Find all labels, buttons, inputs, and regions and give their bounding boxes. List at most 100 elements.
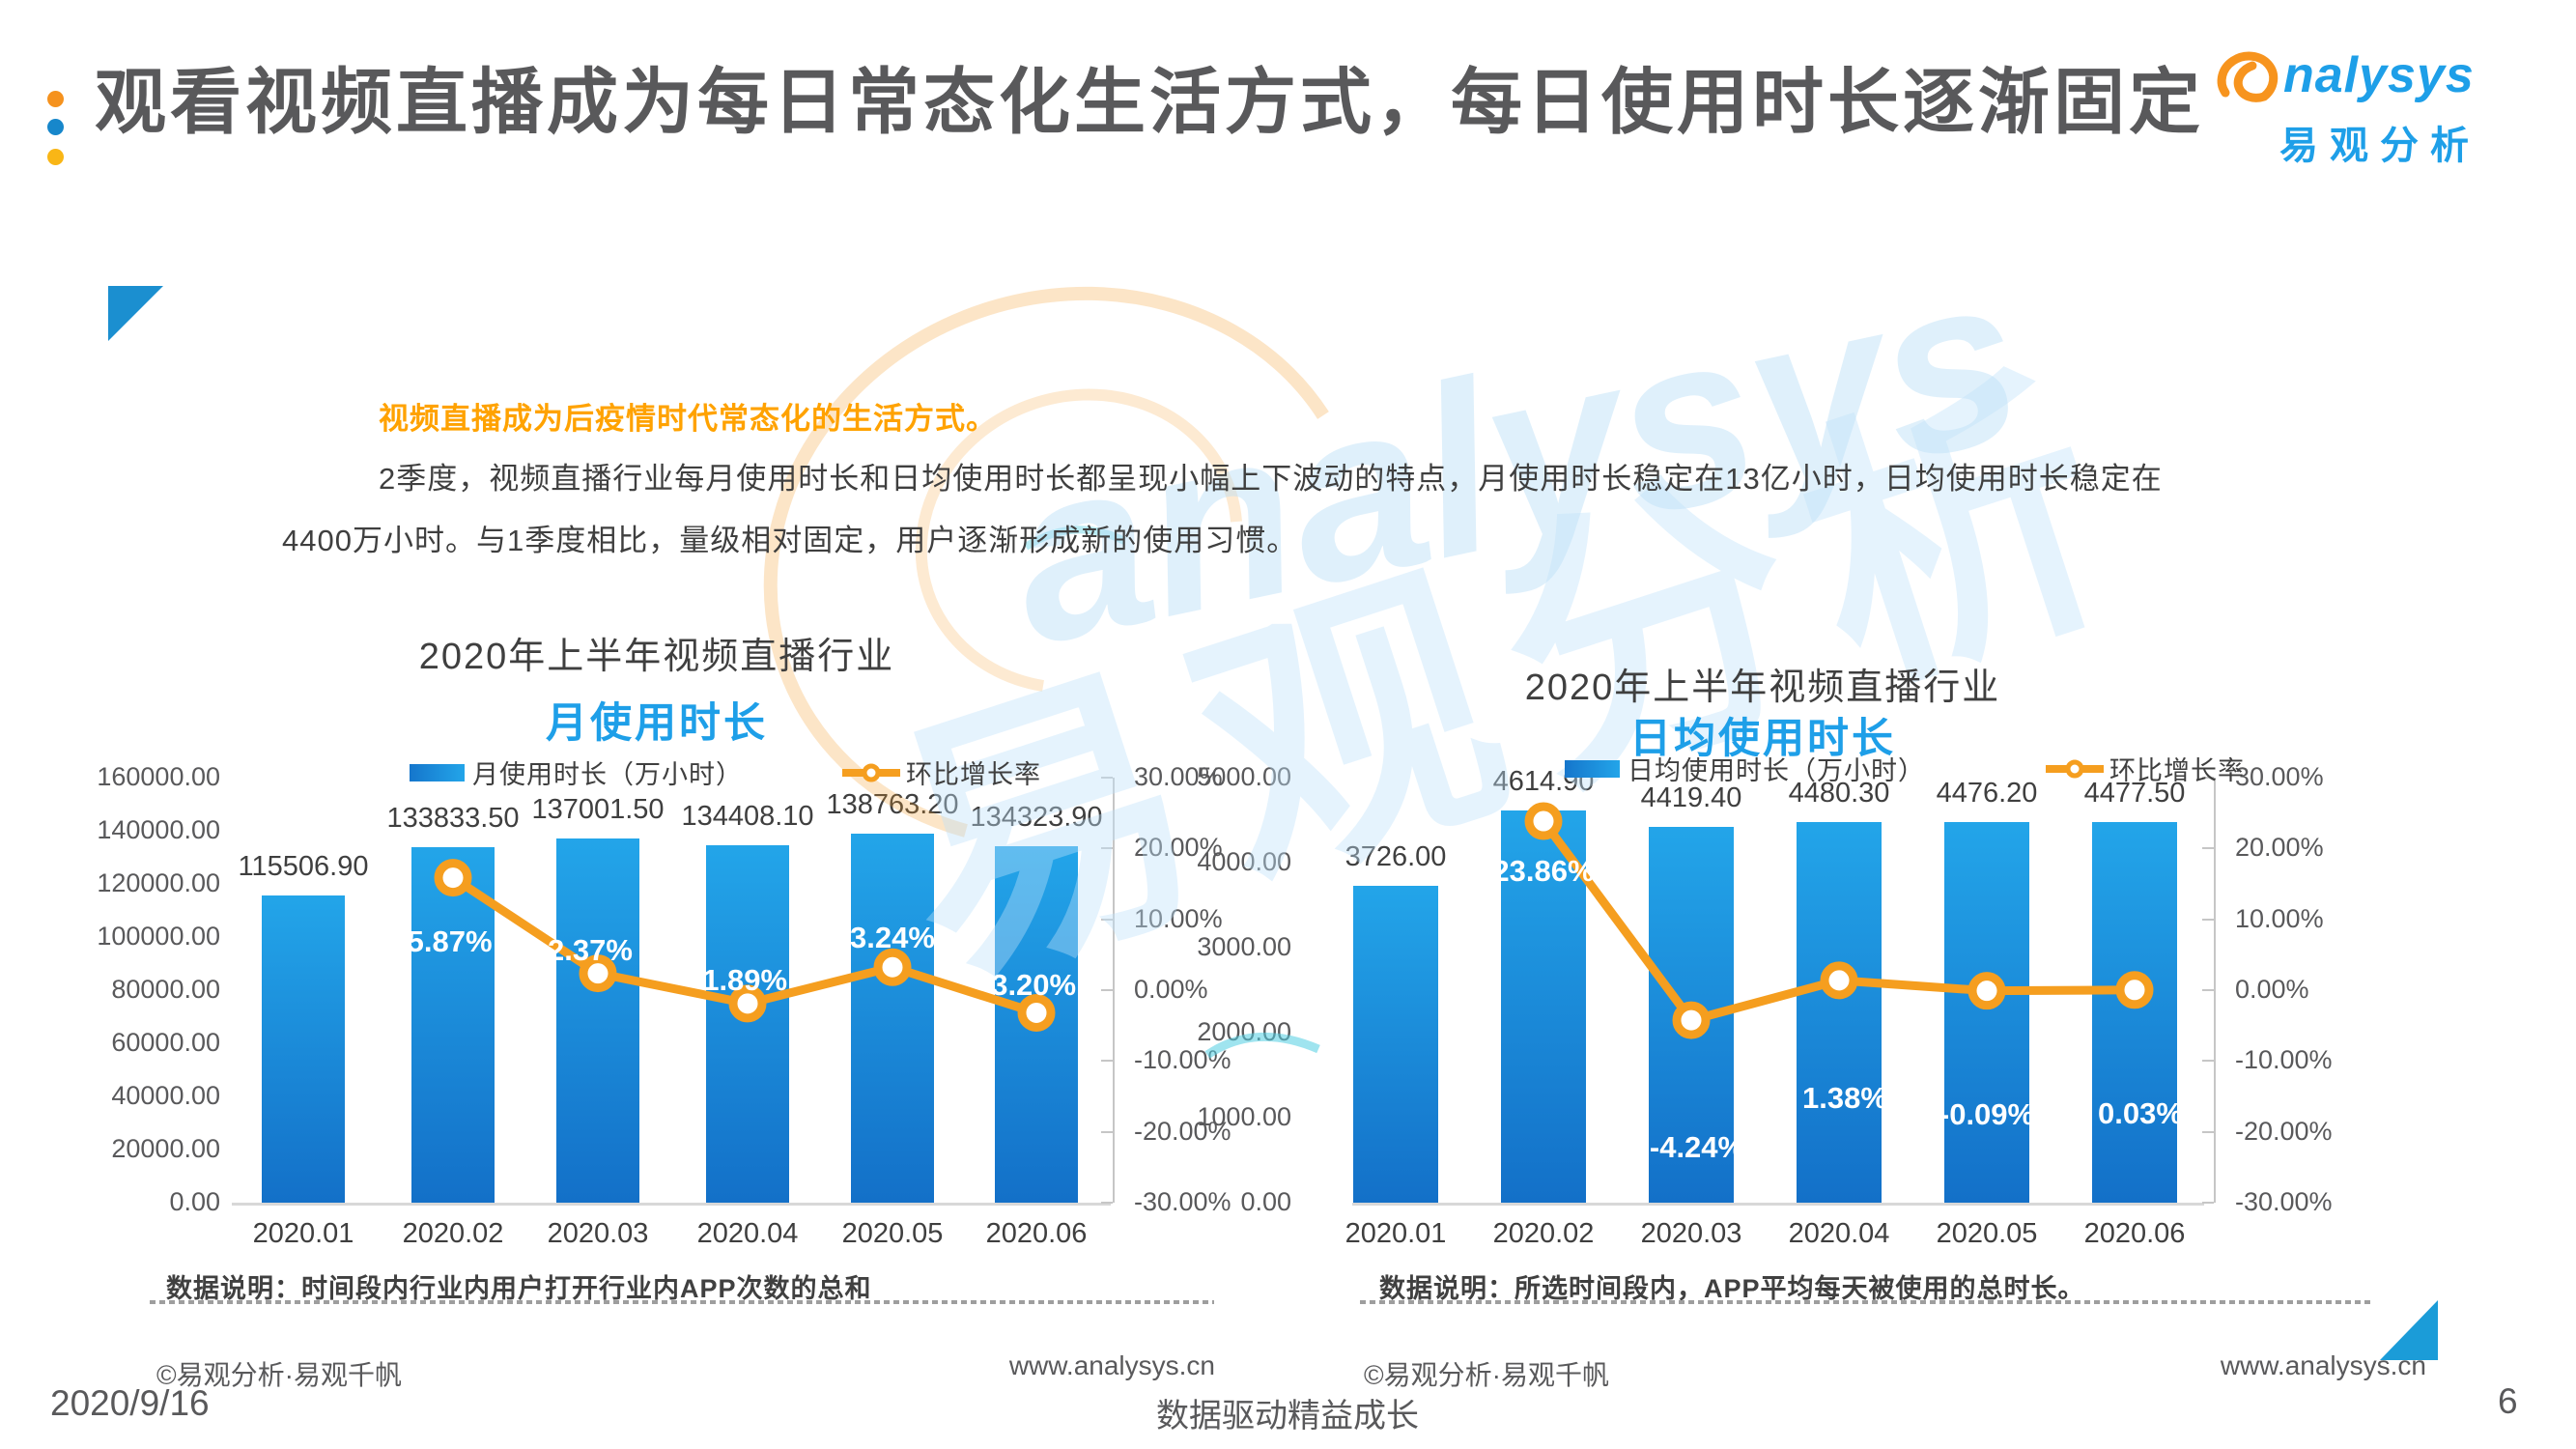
pct-axis-tick-mark xyxy=(2202,847,2214,850)
y-axis-tick-label: 60000.00 xyxy=(111,1028,220,1057)
logo-brand-text: nalysys xyxy=(2283,47,2475,103)
logo-chinese-text: 易观分析 xyxy=(2279,125,2480,167)
intro-paragraph-line1: 2季度，视频直播行业每月使用时长和日均使用时长都呈现小幅上下波动的特点，月使用时… xyxy=(379,462,2163,496)
right-chart-copyright: ©易观分析·易观千帆 xyxy=(1364,1360,1609,1390)
bar-value-label: 134408.10 xyxy=(681,801,814,833)
bar-value-label: 4480.30 xyxy=(1788,777,1890,809)
right-chart-divider xyxy=(1360,1300,2372,1304)
intro-highlight: 视频直播成为后疫情时代常态化的生活方式。 xyxy=(379,402,997,436)
analysys-logo: nalysys 易观分析 xyxy=(2214,37,2533,170)
x-axis-category-label: 2020.03 xyxy=(1640,1218,1742,1249)
x-axis-category-label: 2020.04 xyxy=(1788,1218,1890,1249)
left-chart-divider xyxy=(150,1300,1214,1304)
bar-value-label: 4419.40 xyxy=(1640,782,1742,814)
x-axis-line xyxy=(1352,1203,2204,1206)
pct-axis-tick-mark xyxy=(2202,1130,2214,1133)
line-legend-marker-icon xyxy=(2046,759,2104,778)
x-axis-category-label: 2020.05 xyxy=(1936,1218,2038,1249)
x-axis-category-label: 2020.02 xyxy=(402,1218,504,1249)
pct-axis-tick-label: 10.00% xyxy=(1134,903,1223,933)
y-axis-tick-label: 120000.00 xyxy=(97,868,220,897)
y-axis-tick-label: 1000.00 xyxy=(1197,1102,1291,1131)
x-axis-category-label: 2020.05 xyxy=(841,1218,944,1249)
pct-axis-tick-mark xyxy=(2202,1060,2214,1063)
bar xyxy=(1944,822,2029,1203)
pct-axis-tick-label: -20.00% xyxy=(1134,1116,1231,1146)
y-axis-tick-label: 2000.00 xyxy=(1197,1017,1291,1046)
pct-axis-tick-label: 0.00% xyxy=(2235,975,2309,1004)
bar-value-label: 4477.50 xyxy=(2083,777,2186,809)
right-chart-data-note: 数据说明：所选时间段内，APP平均每天被使用的总时长。 xyxy=(1379,1274,2085,1303)
pct-axis-tick-mark xyxy=(1101,1202,1113,1204)
pct-axis-line xyxy=(1113,778,1115,1203)
pct-axis-tick-mark xyxy=(1101,989,1113,991)
pct-axis-tick-label: 30.00% xyxy=(1134,762,1223,791)
x-axis-category-label: 2020.06 xyxy=(985,1218,1088,1249)
bar-value-label: 134323.90 xyxy=(970,801,1103,833)
bar xyxy=(995,845,1078,1203)
pct-axis-tick-label: 20.00% xyxy=(1134,833,1223,863)
left-chart-copyright: ©易观分析·易观千帆 xyxy=(156,1360,402,1390)
growth-rate-label: -3.20% xyxy=(980,968,1077,1003)
y-axis-tick-label: 80000.00 xyxy=(111,975,220,1004)
bar xyxy=(851,834,934,1203)
y-axis-tick-label: 3000.00 xyxy=(1197,932,1291,961)
y-axis-tick-label: 160000.00 xyxy=(97,762,220,791)
bar xyxy=(1353,886,1438,1203)
footer-slogan: 数据驱动精益成长 xyxy=(1156,1398,1419,1435)
bar-value-label: 4476.20 xyxy=(1936,778,2038,810)
left-chart-subtitle: 月使用时长 xyxy=(546,700,768,747)
intro-paragraph-line2: 4400万小时。与1季度相比，量级相对固定，用户逐渐形成新的使用习惯。 xyxy=(282,524,1298,557)
left-chart-legend-bar: 月使用时长（万小时） xyxy=(410,753,743,791)
right-chart-url[interactable]: www.analysys.cn xyxy=(2220,1350,2426,1380)
x-axis-category-label: 2020.06 xyxy=(2083,1218,2186,1249)
left-chart-legend-line: 环比增长率 xyxy=(842,753,1041,791)
bar-value-label: 115506.90 xyxy=(238,851,369,883)
growth-rate-label: 3.24% xyxy=(850,921,935,955)
left-chart-url[interactable]: www.analysys.cn xyxy=(1008,1350,1215,1380)
bar xyxy=(1797,821,1882,1203)
top-left-triangle-decoration xyxy=(108,286,163,341)
line-legend-marker-icon xyxy=(842,763,900,781)
pct-axis-line xyxy=(2214,778,2216,1203)
pct-axis-tick-mark xyxy=(1101,777,1113,779)
bar-legend-swatch xyxy=(1565,759,1620,778)
x-axis-category-label: 2020.04 xyxy=(696,1218,799,1249)
y-axis-tick-label: 40000.00 xyxy=(111,1081,220,1110)
line-legend-label: 环比增长率 xyxy=(2109,756,2245,785)
growth-rate-label: 23.86% xyxy=(1492,854,1595,889)
growth-rate-label: -0.09% xyxy=(1939,1096,2035,1131)
right-chart-legend-bar: 日均使用时长（万小时） xyxy=(1565,750,1925,787)
x-axis-category-label: 2020.03 xyxy=(547,1218,649,1249)
right-chart-subtitle: 日均使用时长 xyxy=(1629,716,1896,762)
line-legend-label: 环比增长率 xyxy=(906,760,1041,789)
pct-axis-tick-mark xyxy=(2202,918,2214,921)
y-axis-tick-label: 140000.00 xyxy=(97,815,220,844)
right-chart-legend-line: 环比增长率 xyxy=(2046,750,2245,787)
growth-rate-label: -4.24% xyxy=(1649,1130,1745,1165)
pct-axis-tick-label: -20.00% xyxy=(2235,1116,2333,1146)
bar-legend-label: 月使用时长（万小时） xyxy=(472,760,743,789)
pct-axis-tick-mark xyxy=(1101,1060,1113,1063)
pct-axis-tick-mark xyxy=(2202,1202,2214,1204)
title-bullet-dot-3 xyxy=(47,149,64,165)
y-axis-tick-label: 0.00 xyxy=(169,1187,220,1216)
logo-swirl-icon xyxy=(2217,51,2279,102)
y-axis-tick-label: 20000.00 xyxy=(111,1134,220,1163)
left-chart-data-note: 数据说明：时间段内行业内用户打开行业内APP次数的总和 xyxy=(166,1274,872,1303)
title-bullet-dot-1 xyxy=(47,91,64,107)
right-chart-title: 2020年上半年视频直播行业 xyxy=(1524,668,2001,708)
pct-axis-tick-label: -10.00% xyxy=(2235,1045,2333,1075)
pct-axis-tick-mark xyxy=(1101,918,1113,921)
bar-legend-label: 日均使用时长（万小时） xyxy=(1628,756,1925,785)
footer-page-number: 6 xyxy=(2498,1381,2518,1421)
y-axis-tick-label: 100000.00 xyxy=(97,922,220,951)
page-title: 观看视频直播成为每日常态化生活方式，每日使用时长逐渐固定 xyxy=(95,62,2204,142)
y-axis-tick-label: 0.00 xyxy=(1240,1187,1291,1216)
left-chart-title: 2020年上半年视频直播行业 xyxy=(418,637,895,677)
bar-value-label: 3726.00 xyxy=(1345,841,1447,873)
pct-axis-tick-label: 30.00% xyxy=(2235,762,2324,791)
x-axis-category-label: 2020.01 xyxy=(1345,1218,1447,1249)
bar-value-label: 133833.50 xyxy=(386,802,520,834)
